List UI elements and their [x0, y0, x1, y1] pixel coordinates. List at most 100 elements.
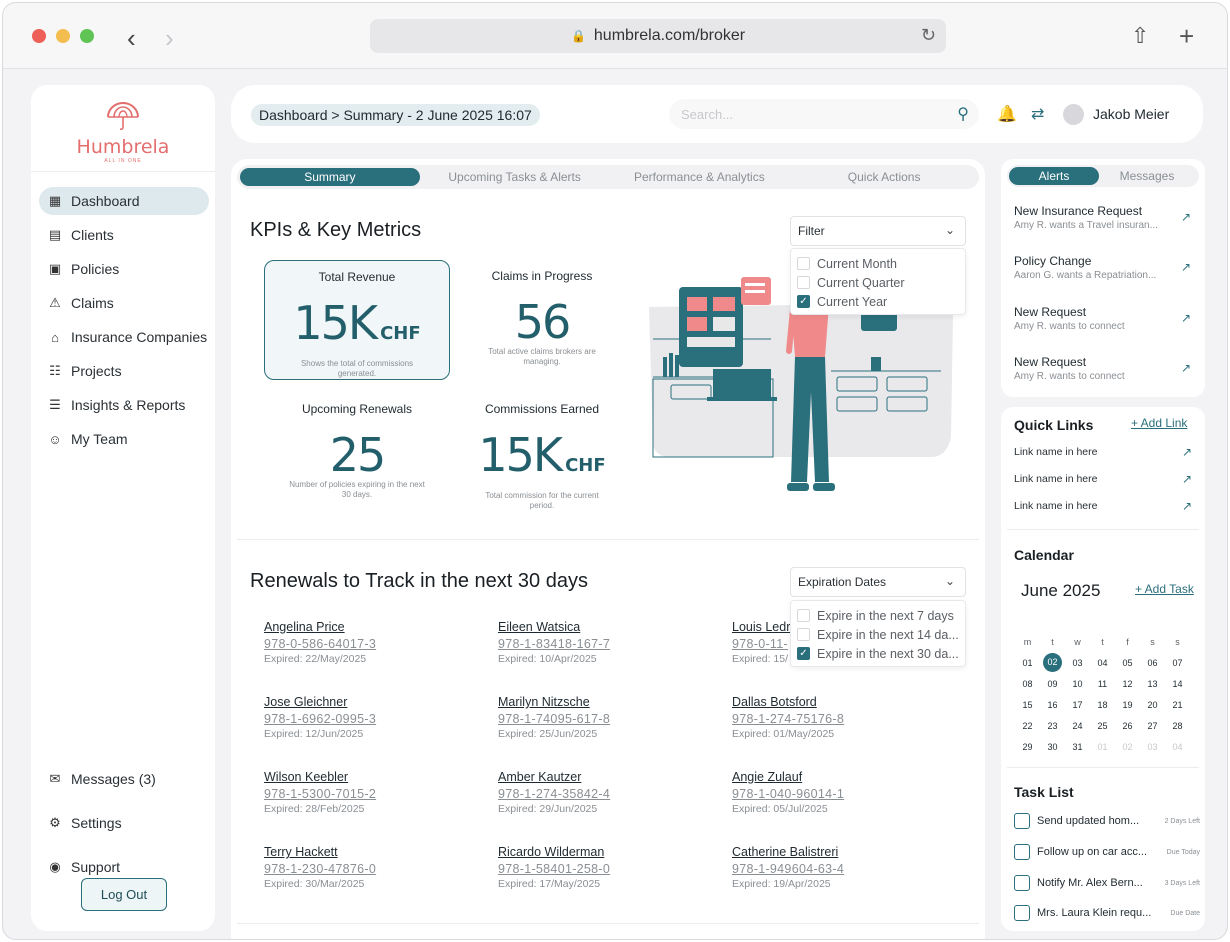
renewal-item[interactable]: Louis Ledr 978-0-11- Expired: 15/	[732, 620, 802, 665]
calendar-day[interactable]: 23	[1040, 721, 1065, 731]
calendar-day[interactable]: 26	[1115, 721, 1140, 731]
sidebar-item-settings[interactable]: ⚙ Settings	[39, 809, 209, 837]
sidebar-item-projects[interactable]: ☷ Projects	[39, 357, 209, 385]
reload-icon[interactable]: ↻	[920, 25, 936, 45]
expiration-option-14-days[interactable]: Expire in the next 14 da...	[797, 625, 965, 644]
minimize-window-button[interactable]	[56, 29, 70, 43]
renewal-item[interactable]: Wilson Keebler 978-1-5300-7015-2 Expired…	[264, 770, 464, 815]
switch-account-icon[interactable]: ⇄	[1031, 106, 1045, 123]
renewal-item[interactable]: Marilyn Nitzsche 978-1-74095-617-8 Expir…	[498, 695, 698, 740]
renewal-policy-number[interactable]: 978-0-11-	[732, 637, 788, 651]
alert-item[interactable]: New Request Amy R. wants to connect ↗	[1014, 305, 1199, 332]
avatar[interactable]	[1063, 104, 1084, 125]
renewal-item[interactable]: Terry Hackett 978-1-230-47876-0 Expired:…	[264, 845, 464, 890]
renewal-item[interactable]: Angelina Price 978-0-586-64017-3 Expired…	[264, 620, 464, 665]
tab-messages[interactable]: Messages	[1119, 169, 1175, 183]
renewal-name[interactable]: Ricardo Wilderman	[498, 845, 605, 859]
calendar-day[interactable]: 28	[1165, 721, 1190, 731]
quick-link[interactable]: Link name in here ↗	[1014, 499, 1192, 513]
filter-option-current-month[interactable]: Current Month	[797, 254, 965, 273]
calendar-day[interactable]: 24	[1065, 721, 1090, 731]
calendar-day[interactable]: 02	[1115, 742, 1140, 752]
quick-link-label[interactable]: Link name in here	[1014, 446, 1098, 458]
close-window-button[interactable]	[32, 29, 46, 43]
alert-item[interactable]: New Insurance Request Amy R. wants a Tra…	[1014, 204, 1199, 231]
calendar-day[interactable]: 16	[1040, 700, 1065, 710]
calendar-day[interactable]: 04	[1090, 658, 1115, 668]
renewal-name[interactable]: Amber Kautzer	[498, 770, 582, 784]
renewal-policy-number[interactable]: 978-1-274-35842-4	[498, 787, 611, 801]
tab-quick-actions[interactable]: Quick Actions	[847, 170, 921, 184]
task-item[interactable]: Follow up on car acc... Due Today	[1014, 844, 1200, 860]
renewal-policy-number[interactable]: 978-1-6962-0995-3	[264, 712, 377, 726]
renewal-item[interactable]: Ricardo Wilderman 978-1-58401-258-0 Expi…	[498, 845, 698, 890]
renewal-policy-number[interactable]: 978-1-230-47876-0	[264, 862, 377, 876]
tab-alerts[interactable]: Alerts	[1009, 167, 1099, 185]
external-link-icon[interactable]: ↗	[1181, 445, 1192, 459]
calendar-day-today[interactable]: 02	[1040, 653, 1065, 672]
calendar-day[interactable]: 10	[1065, 679, 1090, 689]
task-checkbox[interactable]	[1014, 844, 1030, 860]
calendar-day[interactable]: 21	[1165, 700, 1190, 710]
renewal-policy-number[interactable]: 978-1-949604-63-4	[732, 862, 845, 876]
renewal-name[interactable]: Wilson Keebler	[264, 770, 349, 784]
sidebar-item-insurance-companies[interactable]: ⌂ Insurance Companies	[39, 323, 209, 351]
expiration-option-30-days[interactable]: ✓ Expire in the next 30 da...	[797, 644, 965, 663]
checkbox[interactable]	[797, 609, 810, 622]
filter-dropdown[interactable]: Filter ⌄	[790, 216, 966, 246]
tab-summary[interactable]: Summary	[240, 168, 420, 186]
add-link-button[interactable]: + Add Link	[1131, 416, 1188, 430]
calendar-day[interactable]: 18	[1090, 700, 1115, 710]
calendar-day[interactable]: 19	[1115, 700, 1140, 710]
task-item[interactable]: Mrs. Laura Klein requ... Due Date	[1014, 905, 1200, 921]
calendar-day[interactable]: 03	[1140, 742, 1165, 752]
tab-upcoming-tasks-alerts[interactable]: Upcoming Tasks & Alerts	[448, 170, 581, 184]
filter-option-current-quarter[interactable]: Current Quarter	[797, 273, 965, 292]
sidebar-item-support[interactable]: ◉ Support	[39, 853, 209, 881]
sidebar-item-claims[interactable]: ⚠ Claims	[39, 289, 209, 317]
alert-item[interactable]: Policy Change Aaron G. wants a Repatriat…	[1014, 254, 1199, 281]
sidebar-item-policies[interactable]: ▣ Policies	[39, 255, 209, 283]
task-checkbox[interactable]	[1014, 813, 1030, 829]
checkbox-checked[interactable]: ✓	[797, 295, 810, 308]
calendar-day[interactable]: 01	[1090, 742, 1115, 752]
renewal-policy-number[interactable]: 978-0-586-64017-3	[264, 637, 377, 651]
renewal-name[interactable]: Angie Zulauf	[732, 770, 803, 784]
task-item[interactable]: Send updated hom... 2 Days Left	[1014, 813, 1200, 829]
sidebar-item-insights-reports[interactable]: ☰ Insights & Reports	[39, 391, 209, 419]
add-task-button[interactable]: + Add Task	[1135, 582, 1194, 596]
renewal-policy-number[interactable]: 978-1-274-75176-8	[732, 712, 845, 726]
calendar-day[interactable]: 12	[1115, 679, 1140, 689]
sidebar-item-my-team[interactable]: ☺ My Team	[39, 425, 209, 453]
renewal-policy-number[interactable]: 978-1-040-96014-1	[732, 787, 845, 801]
renewal-name[interactable]: Jose Gleichner	[264, 695, 348, 709]
calendar-day[interactable]: 01	[1015, 658, 1040, 668]
expiration-dates-dropdown[interactable]: Expiration Dates ⌄	[790, 567, 966, 597]
renewal-policy-number[interactable]: 978-1-58401-258-0	[498, 862, 611, 876]
sidebar-item-dashboard[interactable]: ▦ Dashboard	[39, 187, 209, 215]
search-box[interactable]: ⚲	[669, 99, 979, 129]
renewal-item[interactable]: Catherine Balistreri 978-1-949604-63-4 E…	[732, 845, 932, 890]
quick-link[interactable]: Link name in here ↗	[1014, 445, 1192, 459]
calendar-day[interactable]: 27	[1140, 721, 1165, 731]
checkbox-checked[interactable]: ✓	[797, 647, 810, 660]
calendar-day[interactable]: 11	[1090, 679, 1115, 689]
external-link-icon[interactable]: ↗	[1181, 472, 1192, 486]
calendar-day[interactable]: 30	[1040, 742, 1065, 752]
renewal-name[interactable]: Louis Ledr	[732, 620, 791, 634]
new-tab-icon[interactable]: +	[1179, 21, 1195, 51]
renewal-policy-number[interactable]: 978-1-74095-617-8	[498, 712, 611, 726]
external-link-icon[interactable]: ↗	[1181, 499, 1192, 513]
external-link-icon[interactable]: ↗	[1180, 361, 1191, 375]
calendar-day[interactable]: 25	[1090, 721, 1115, 731]
renewal-name[interactable]: Dallas Botsford	[732, 695, 817, 709]
alert-item[interactable]: New Request Amy R. wants to connect ↗	[1014, 355, 1199, 382]
renewal-item[interactable]: Angie Zulauf 978-1-040-96014-1 Expired: …	[732, 770, 932, 815]
tab-performance-analytics[interactable]: Performance & Analytics	[634, 170, 765, 184]
calendar-day[interactable]: 20	[1140, 700, 1165, 710]
share-icon[interactable]: ⇧	[1131, 23, 1150, 48]
search-icon[interactable]: ⚲	[957, 106, 969, 123]
renewal-name[interactable]: Marilyn Nitzsche	[498, 695, 590, 709]
calendar-day[interactable]: 22	[1015, 721, 1040, 731]
calendar-day[interactable]: 06	[1140, 658, 1165, 668]
